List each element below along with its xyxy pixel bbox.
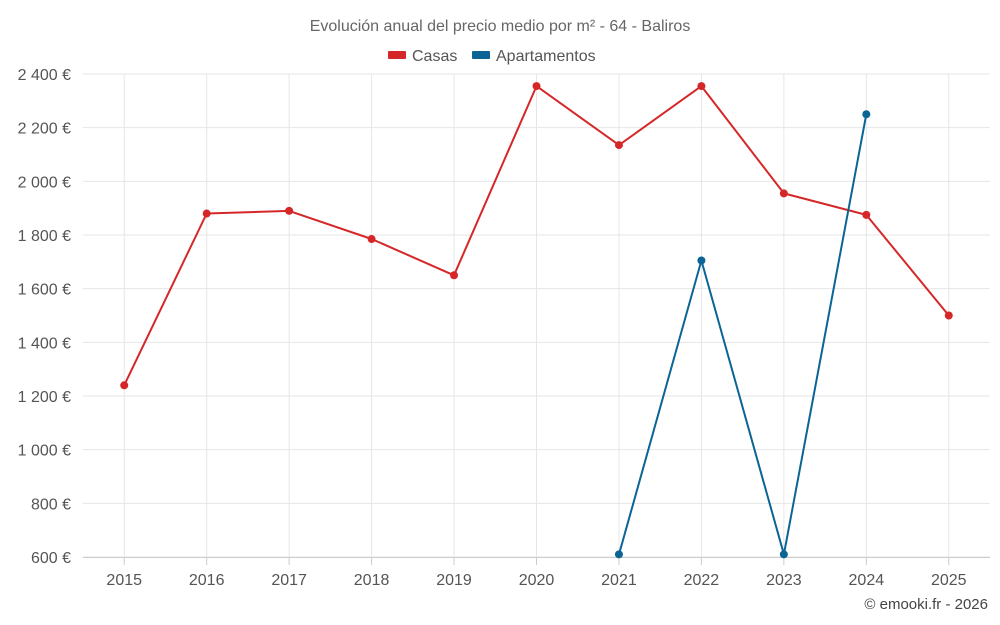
legend-label-casas: Casas [412, 48, 457, 65]
y-tick-label: 2 200 € [18, 121, 71, 138]
data-point-casas[interactable] [862, 210, 871, 219]
x-tick-label: 2021 [601, 572, 637, 589]
x-tick-label: 2015 [106, 572, 142, 589]
legend-item-casas[interactable]: Casas [388, 48, 457, 65]
y-tick-label: 2 400 € [18, 67, 71, 84]
credit-text: © emooki.fr - 2026 [864, 596, 988, 613]
data-point-apartamentos[interactable] [697, 256, 706, 265]
data-point-casas[interactable] [944, 311, 953, 320]
data-point-casas[interactable] [285, 206, 294, 215]
y-tick-label: 1 600 € [18, 282, 71, 299]
x-tick-label: 2025 [931, 572, 967, 589]
y-axis: 600 € 800 € 1 000 € 1 200 € 1 400 € 1 600 € 1 … [18, 67, 71, 567]
data-point-apartamentos[interactable] [614, 550, 623, 559]
y-tick-label: 600 € [31, 550, 71, 567]
data-point-casas[interactable] [202, 209, 211, 218]
grid [83, 73, 990, 558]
x-tick-label: 2024 [849, 572, 885, 589]
y-tick-label: 1 200 € [18, 389, 71, 406]
x-tick-label: 2022 [684, 572, 720, 589]
x-tick-label: 2020 [519, 572, 555, 589]
legend-swatch-casas [388, 51, 406, 59]
chart-title: Evolución anual del precio medio por m² … [310, 18, 691, 35]
legend-label-apartamentos: Apartamentos [496, 48, 596, 65]
series-apartamentos [614, 110, 871, 559]
x-tick-label: 2018 [354, 572, 390, 589]
y-tick-label: 1 400 € [18, 335, 71, 352]
y-tick-label: 1 800 € [18, 228, 71, 245]
y-tick-label: 1 000 € [18, 443, 71, 460]
legend-swatch-apartamentos [472, 51, 490, 59]
data-point-apartamentos[interactable] [862, 110, 871, 119]
series-casas [120, 82, 953, 390]
series [120, 82, 953, 559]
y-tick-label: 2 000 € [18, 174, 71, 191]
legend: Casas Apartamentos [388, 48, 596, 65]
series-line-apartamentos [618, 114, 868, 556]
data-point-casas[interactable] [120, 381, 129, 390]
legend-item-apartamentos[interactable]: Apartamentos [472, 48, 596, 65]
x-axis: 2015 2016 2017 2018 2019 2020 2021 2022 2023 2024… [83, 557, 990, 589]
x-tick-label: 2023 [766, 572, 802, 589]
data-point-casas[interactable] [367, 235, 376, 244]
y-tick-label: 800 € [31, 496, 71, 513]
x-tick-label: 2019 [436, 572, 472, 589]
data-point-casas[interactable] [532, 82, 541, 91]
data-point-casas[interactable] [450, 271, 459, 280]
x-tick-label: 2017 [271, 572, 307, 589]
x-tick-label: 2016 [189, 572, 225, 589]
data-point-casas[interactable] [614, 141, 623, 150]
data-point-casas[interactable] [697, 82, 706, 91]
data-point-apartamentos[interactable] [779, 550, 788, 559]
data-point-casas[interactable] [779, 189, 788, 198]
